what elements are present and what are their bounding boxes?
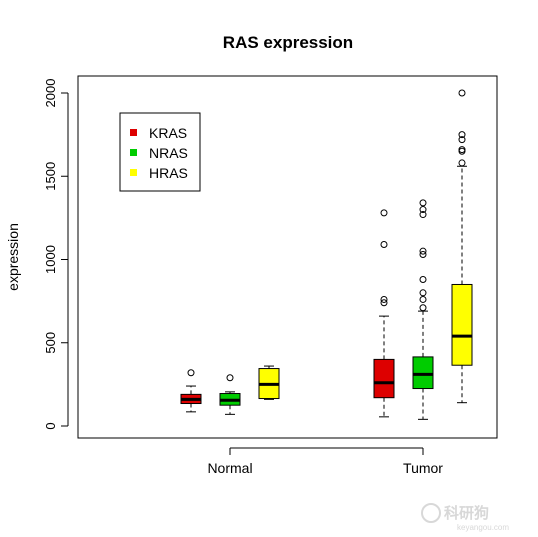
outlier-point [419,304,427,312]
outlier-point [458,146,466,154]
legend-swatch-nras [130,149,137,156]
outlier-point [458,131,466,139]
watermark-logo-icon [421,503,441,523]
legend-swatch-kras [130,129,137,136]
outlier-point [458,159,466,167]
legend: KRAS NRAS HRAS [119,112,201,192]
box-kras-normal [180,369,202,413]
outlier-point [419,289,427,297]
watermark-text: 科研狗 [444,504,489,522]
outlier-point [419,275,427,283]
y-axis-label: expression [5,223,21,291]
box-nras-tumor [412,199,434,420]
chart-title: RAS expression [223,33,353,52]
legend-label-hras: HRAS [149,165,188,181]
y-tick-label: 1000 [43,245,58,274]
box-body [373,358,395,399]
watermark-sub: keyangou.com [457,523,509,532]
legend-label-kras: KRAS [149,125,187,141]
box-nras-normal [219,374,241,415]
outlier-point [226,374,234,382]
box-body [451,283,473,366]
legend-swatch-hras [130,169,137,176]
outlier-point [419,251,427,259]
y-tick-label: 1500 [43,162,58,191]
outlier-point [380,241,388,249]
box-hras-normal [258,365,280,400]
y-tick-label: 0 [43,422,58,429]
box-hras-tumor [451,89,473,404]
outlier-point [419,247,427,255]
y-tick-label: 2000 [43,79,58,108]
outlier-point [458,89,466,97]
watermark: 科研狗 keyangou.com [421,503,509,532]
outlier-point [380,209,388,217]
y-axis: 0 500 1000 1500 2000 [43,79,69,430]
outlier-point [419,211,427,219]
outlier-point [187,369,195,377]
x-axis: Normal Tumor [207,447,443,476]
x-tick-label: Tumor [403,460,443,476]
box-kras-tumor [373,209,395,418]
outlier-point [419,206,427,214]
y-tick-label: 500 [43,332,58,354]
x-tick-label: Normal [207,460,252,476]
outlier-point [380,299,388,307]
outlier-point [458,136,466,144]
box-body [412,356,434,390]
outlier-point [419,295,427,303]
outlier-point [380,295,388,303]
outlier-point [419,199,427,207]
box-group [180,89,473,420]
plot-frame [77,75,498,439]
legend-label-nras: NRAS [149,145,188,161]
